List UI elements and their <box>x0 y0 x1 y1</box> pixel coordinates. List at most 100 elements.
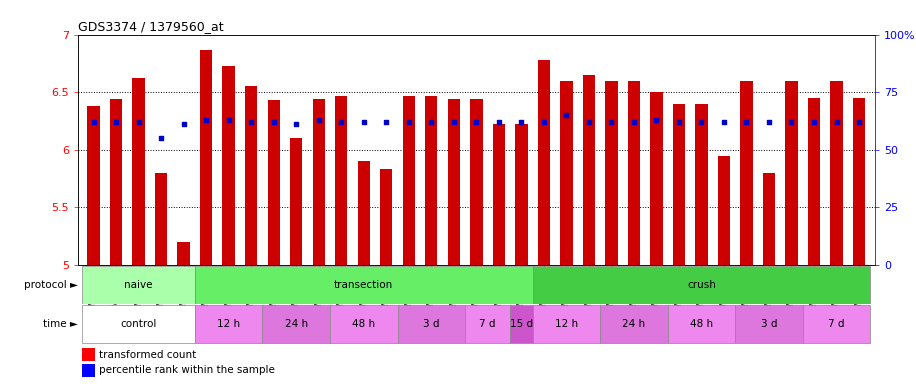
Point <box>537 119 551 125</box>
Bar <box>510 305 532 343</box>
Text: 15 d: 15 d <box>510 319 533 329</box>
Text: 3 d: 3 d <box>423 319 440 329</box>
Bar <box>532 305 600 343</box>
Point <box>244 119 258 125</box>
Bar <box>853 98 866 265</box>
Bar <box>830 81 843 265</box>
Bar <box>808 98 820 265</box>
Point <box>86 119 101 125</box>
Point <box>671 119 686 125</box>
Text: 7 d: 7 d <box>828 319 845 329</box>
Text: 48 h: 48 h <box>690 319 713 329</box>
Bar <box>605 81 617 265</box>
Point <box>784 119 799 125</box>
Point <box>356 119 371 125</box>
Point <box>604 119 618 125</box>
Bar <box>263 305 330 343</box>
Bar <box>561 81 572 265</box>
Point <box>852 119 867 125</box>
Point <box>807 119 822 125</box>
Point <box>694 119 709 125</box>
Bar <box>538 60 550 265</box>
Bar <box>515 124 528 265</box>
Bar <box>82 266 195 304</box>
Text: 24 h: 24 h <box>622 319 646 329</box>
Text: crush: crush <box>687 280 716 290</box>
Bar <box>668 305 736 343</box>
Bar <box>403 96 415 265</box>
Bar <box>672 104 685 265</box>
Text: 7 d: 7 d <box>479 319 496 329</box>
Bar <box>178 242 190 265</box>
Point <box>559 112 573 118</box>
Bar <box>718 156 730 265</box>
Text: 12 h: 12 h <box>555 319 578 329</box>
Bar <box>493 124 505 265</box>
Bar <box>245 86 257 265</box>
Bar <box>600 305 668 343</box>
Bar <box>200 50 213 265</box>
Point <box>199 117 213 123</box>
Bar <box>82 305 195 343</box>
Bar <box>357 161 370 265</box>
Point <box>222 117 236 123</box>
Point <box>514 119 529 125</box>
Bar <box>398 305 465 343</box>
Point <box>379 119 394 125</box>
Bar <box>465 305 510 343</box>
Text: 3 d: 3 d <box>760 319 777 329</box>
Bar <box>195 305 263 343</box>
Text: time ►: time ► <box>43 319 78 329</box>
Text: GDS3374 / 1379560_at: GDS3374 / 1379560_at <box>78 20 224 33</box>
Bar <box>532 266 870 304</box>
Point <box>311 117 326 123</box>
Bar <box>763 173 775 265</box>
Bar <box>736 305 802 343</box>
Bar <box>802 305 870 343</box>
Point <box>424 119 439 125</box>
Bar <box>330 305 398 343</box>
Point <box>289 121 303 127</box>
Bar <box>82 364 94 377</box>
Bar <box>155 173 168 265</box>
Bar <box>583 75 595 265</box>
Bar <box>133 78 145 265</box>
Point <box>267 119 281 125</box>
Bar <box>312 99 325 265</box>
Point <box>627 119 641 125</box>
Point <box>334 119 349 125</box>
Point <box>109 119 124 125</box>
Bar <box>627 81 640 265</box>
Text: control: control <box>121 319 157 329</box>
Point <box>582 119 596 125</box>
Text: naive: naive <box>125 280 153 290</box>
Text: transection: transection <box>334 280 393 290</box>
Point <box>401 119 416 125</box>
Bar <box>695 104 708 265</box>
Text: transformed count: transformed count <box>99 350 197 360</box>
Bar <box>223 66 234 265</box>
Point <box>446 119 461 125</box>
Text: 24 h: 24 h <box>285 319 308 329</box>
Text: 48 h: 48 h <box>352 319 376 329</box>
Bar <box>740 81 753 265</box>
Bar <box>470 99 483 265</box>
Bar <box>195 266 532 304</box>
Point <box>649 117 664 123</box>
Bar <box>785 81 798 265</box>
Bar <box>87 106 100 265</box>
Bar <box>650 92 662 265</box>
Bar <box>448 99 460 265</box>
Point <box>739 119 754 125</box>
Text: 12 h: 12 h <box>217 319 240 329</box>
Point <box>492 119 507 125</box>
Bar <box>82 348 94 361</box>
Point <box>131 119 146 125</box>
Bar <box>110 99 123 265</box>
Bar <box>267 100 280 265</box>
Text: percentile rank within the sample: percentile rank within the sample <box>99 365 275 375</box>
Bar <box>425 96 438 265</box>
Point <box>177 121 191 127</box>
Point <box>761 119 776 125</box>
Bar <box>335 96 347 265</box>
